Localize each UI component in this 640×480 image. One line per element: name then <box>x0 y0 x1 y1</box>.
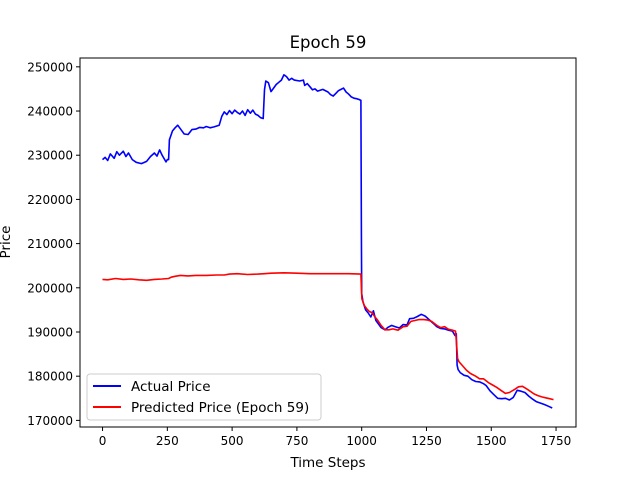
plot-area <box>101 74 554 409</box>
x-tick-label: 0 <box>99 434 107 448</box>
x-axis: 0 250 500 750 1000 1250 1500 1750 <box>99 427 572 448</box>
y-tick-label: 230000 <box>27 149 73 163</box>
y-tick-label: 180000 <box>27 370 73 384</box>
y-tick-label: 170000 <box>27 414 73 428</box>
y-tick-label: 240000 <box>27 105 73 119</box>
y-tick-label: 210000 <box>27 237 73 251</box>
legend-box <box>86 373 322 421</box>
chart-title: Epoch 59 <box>290 33 367 52</box>
series-line-actual <box>101 74 553 409</box>
x-tick-label: 500 <box>221 434 244 448</box>
x-tick-label: 1250 <box>411 434 442 448</box>
x-axis-label: Time Steps <box>289 455 365 471</box>
x-tick-label: 250 <box>156 434 179 448</box>
y-tick-label: 200000 <box>27 281 73 295</box>
y-axis: 170000 180000 190000 200000 210000 220000 2300… <box>27 60 80 428</box>
x-tick-label: 750 <box>285 434 308 448</box>
x-tick-label: 1500 <box>476 434 507 448</box>
legend-label-actual: Actual Price <box>131 379 211 395</box>
series-line-predicted <box>102 271 554 401</box>
y-tick-label: 190000 <box>27 325 73 339</box>
legend: Actual Price Predicted Price (Epoch 59) <box>86 373 322 421</box>
x-tick-label: 1000 <box>346 434 377 448</box>
y-tick-label: 250000 <box>27 60 73 74</box>
y-axis-label: Price <box>0 226 14 259</box>
x-tick-label: 1750 <box>541 434 572 448</box>
legend-label-predicted: Predicted Price (Epoch 59) <box>131 400 309 416</box>
plot-frame <box>79 57 577 428</box>
y-tick-label: 220000 <box>27 193 73 207</box>
